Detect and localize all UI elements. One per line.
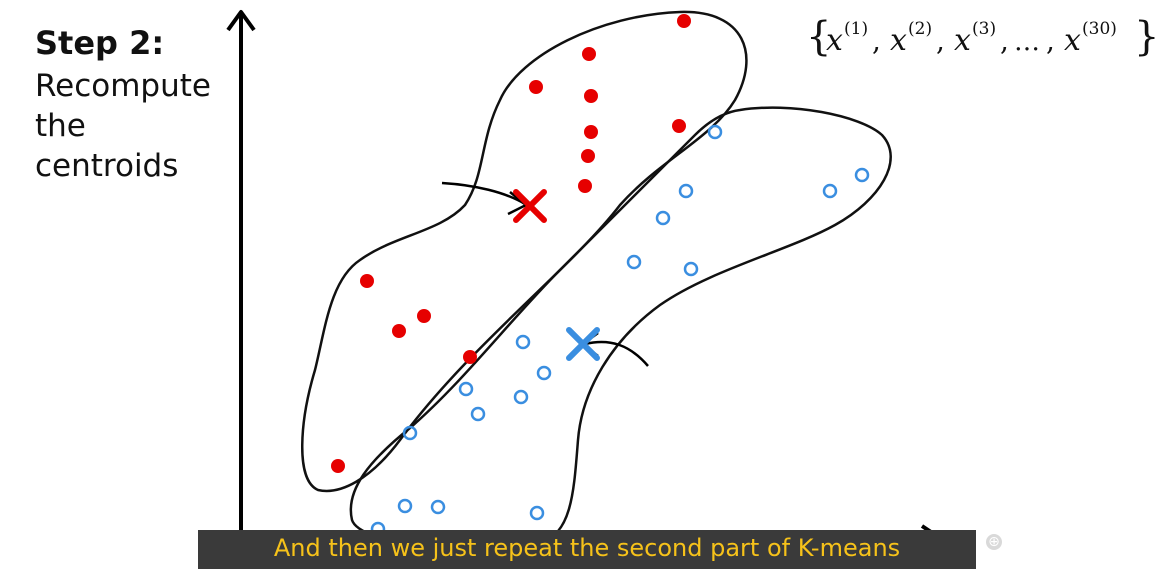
set-notation: { x (1) , x (2) , x (3) , … , x (30) } xyxy=(806,14,1159,60)
plus-icon[interactable]: ⊕ xyxy=(986,534,1002,550)
red-data-point xyxy=(417,309,431,323)
set-close-brace: } xyxy=(1134,14,1159,60)
step-title: Step 2: xyxy=(35,24,165,62)
set-element-sup: (30) xyxy=(1082,19,1117,39)
subtitle-bar: And then we just repeat the second part … xyxy=(198,530,976,569)
blue-data-point xyxy=(854,167,870,183)
blue-data-point xyxy=(529,505,545,521)
blue-data-point xyxy=(707,124,723,140)
blue-data-point xyxy=(513,389,529,405)
set-ellipsis: … xyxy=(1014,27,1040,57)
blue-data-point xyxy=(626,254,642,270)
red-data-point xyxy=(581,149,595,163)
step-description: Recompute the centroids xyxy=(35,66,211,186)
red-data-point xyxy=(360,274,374,288)
blue-data-point xyxy=(458,381,474,397)
set-comma: , xyxy=(1000,24,1009,57)
set-open-brace: { xyxy=(806,14,831,60)
set-comma: , xyxy=(872,24,881,57)
red-data-point xyxy=(584,89,598,103)
red-data-point xyxy=(529,80,543,94)
red-data-point xyxy=(582,47,596,61)
blue-data-point xyxy=(470,406,486,422)
blue-data-point xyxy=(515,334,531,350)
blue-data-point xyxy=(655,210,671,226)
subtitle-text: And then we just repeat the second part … xyxy=(273,534,901,562)
red-data-point xyxy=(331,459,345,473)
blue-data-point xyxy=(402,425,418,441)
blue-data-point xyxy=(536,365,552,381)
blue-data-point xyxy=(822,183,838,199)
y-axis-arrowhead xyxy=(226,10,256,32)
blue-points xyxy=(370,124,870,537)
red-data-point xyxy=(584,125,598,139)
blue-cluster-boundary xyxy=(349,106,892,549)
set-element-base: x xyxy=(890,23,907,58)
red-centroid xyxy=(513,189,547,223)
red-data-point xyxy=(578,179,592,193)
set-element-sup: (3) xyxy=(972,19,996,39)
red-data-point xyxy=(392,324,406,338)
blue-data-point xyxy=(397,498,413,514)
set-comma: , xyxy=(936,24,945,57)
blue-data-point xyxy=(430,499,446,515)
set-element-sup: (1) xyxy=(844,19,868,39)
set-element-base: x xyxy=(954,23,971,58)
red-data-point xyxy=(677,14,691,28)
set-comma: , xyxy=(1046,24,1055,57)
set-element-base: x xyxy=(1064,23,1081,58)
blue-data-point xyxy=(678,183,694,199)
blue-centroid-move-arrow xyxy=(584,340,649,367)
blue-centroid xyxy=(566,327,600,361)
red-points xyxy=(331,14,691,473)
red-cluster-boundary xyxy=(301,10,748,493)
red-data-point xyxy=(463,350,477,364)
step-line: Recompute xyxy=(35,68,211,104)
set-element-base: x xyxy=(826,23,843,58)
set-element-sup: (2) xyxy=(908,19,932,39)
blue-data-point xyxy=(683,261,699,277)
step-line: the xyxy=(35,108,86,144)
step-line: centroids xyxy=(35,148,179,184)
red-data-point xyxy=(672,119,686,133)
